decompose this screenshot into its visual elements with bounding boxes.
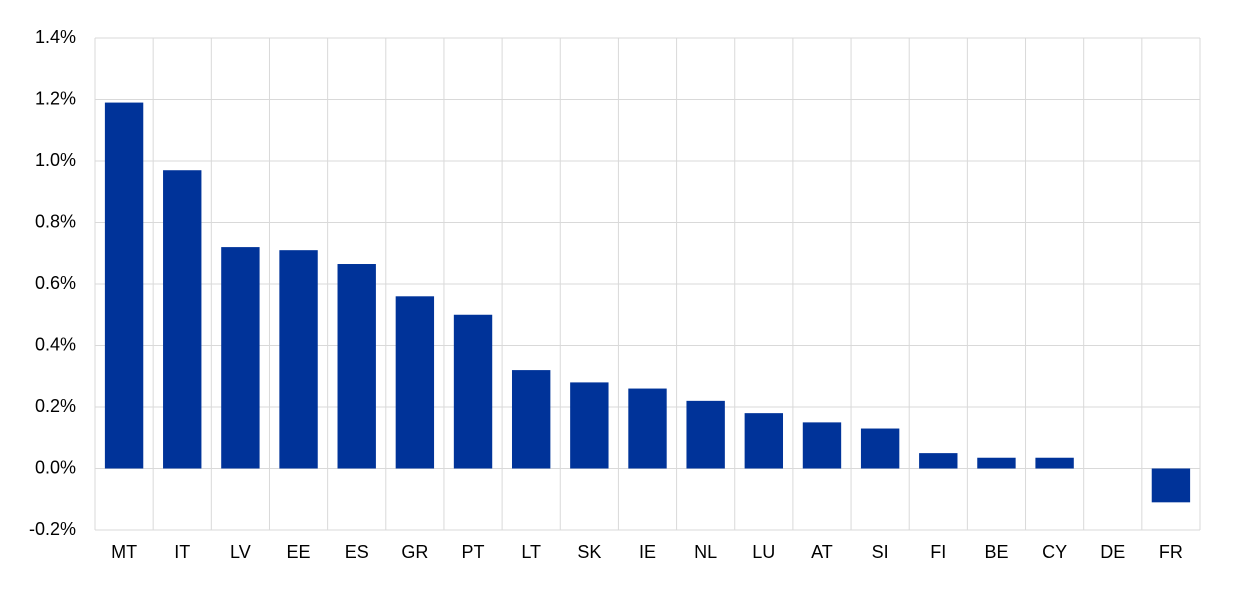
x-tick-label: CY — [1042, 542, 1067, 562]
y-tick-label: 0.2% — [35, 396, 76, 416]
bar — [221, 247, 260, 469]
x-tick-label: AT — [811, 542, 833, 562]
x-tick-label: GR — [401, 542, 428, 562]
bar — [977, 457, 1016, 469]
x-tick-label: IT — [174, 542, 190, 562]
x-tick-label: PT — [462, 542, 485, 562]
x-tick-label: SI — [872, 542, 889, 562]
x-tick-label: EE — [287, 542, 311, 562]
bar — [163, 170, 202, 469]
y-tick-label: 0.8% — [35, 211, 76, 231]
bar — [104, 102, 144, 469]
x-tick-label: IE — [639, 542, 656, 562]
x-tick-label: BE — [984, 542, 1008, 562]
bar — [744, 413, 784, 469]
bar — [802, 422, 842, 469]
bar — [511, 370, 551, 469]
bar — [860, 428, 900, 469]
x-tick-label: LT — [521, 542, 541, 562]
x-tick-label: LV — [230, 542, 251, 562]
bar — [628, 388, 667, 469]
y-tick-label: 1.2% — [35, 88, 76, 108]
y-tick-label: 0.6% — [35, 273, 76, 293]
x-tick-label: DE — [1100, 542, 1125, 562]
x-tick-label: SK — [577, 542, 601, 562]
x-tick-label: NL — [694, 542, 717, 562]
bar — [395, 296, 435, 469]
y-tick-label: 0.0% — [35, 457, 76, 477]
y-tick-label: 0.4% — [35, 334, 76, 354]
x-tick-label: FI — [930, 542, 946, 562]
bar — [279, 250, 318, 469]
y-tick-label: 1.4% — [35, 27, 76, 47]
bar — [570, 382, 609, 469]
bar — [453, 314, 493, 469]
bar — [337, 264, 376, 469]
x-tick-label: FR — [1159, 542, 1183, 562]
x-tick-label: LU — [752, 542, 775, 562]
x-tick-label: MT — [111, 542, 137, 562]
bar — [686, 400, 725, 469]
y-tick-label: -0.2% — [29, 519, 76, 539]
y-tick-label: 1.0% — [35, 150, 76, 170]
bar — [919, 453, 958, 469]
x-tick-label: ES — [345, 542, 369, 562]
bar — [1035, 457, 1074, 469]
bar — [1151, 468, 1191, 503]
